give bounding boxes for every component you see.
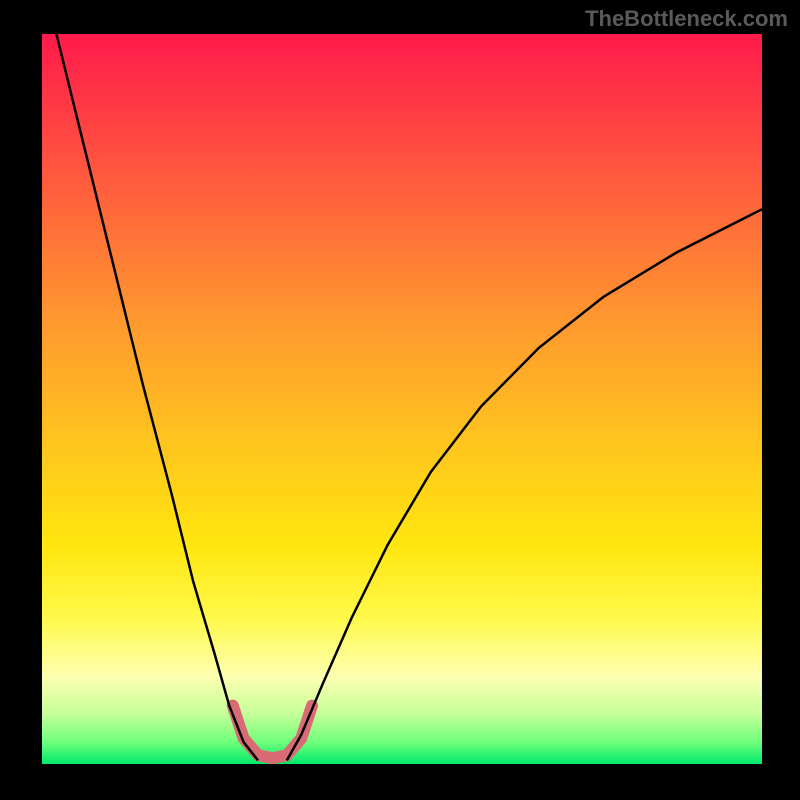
highlight-u-curve xyxy=(233,706,312,759)
left-curve xyxy=(56,34,258,760)
watermark-text: TheBottleneck.com xyxy=(585,6,788,32)
plot-area xyxy=(42,34,762,764)
right-curve xyxy=(287,209,762,760)
curve-svg xyxy=(42,34,762,764)
